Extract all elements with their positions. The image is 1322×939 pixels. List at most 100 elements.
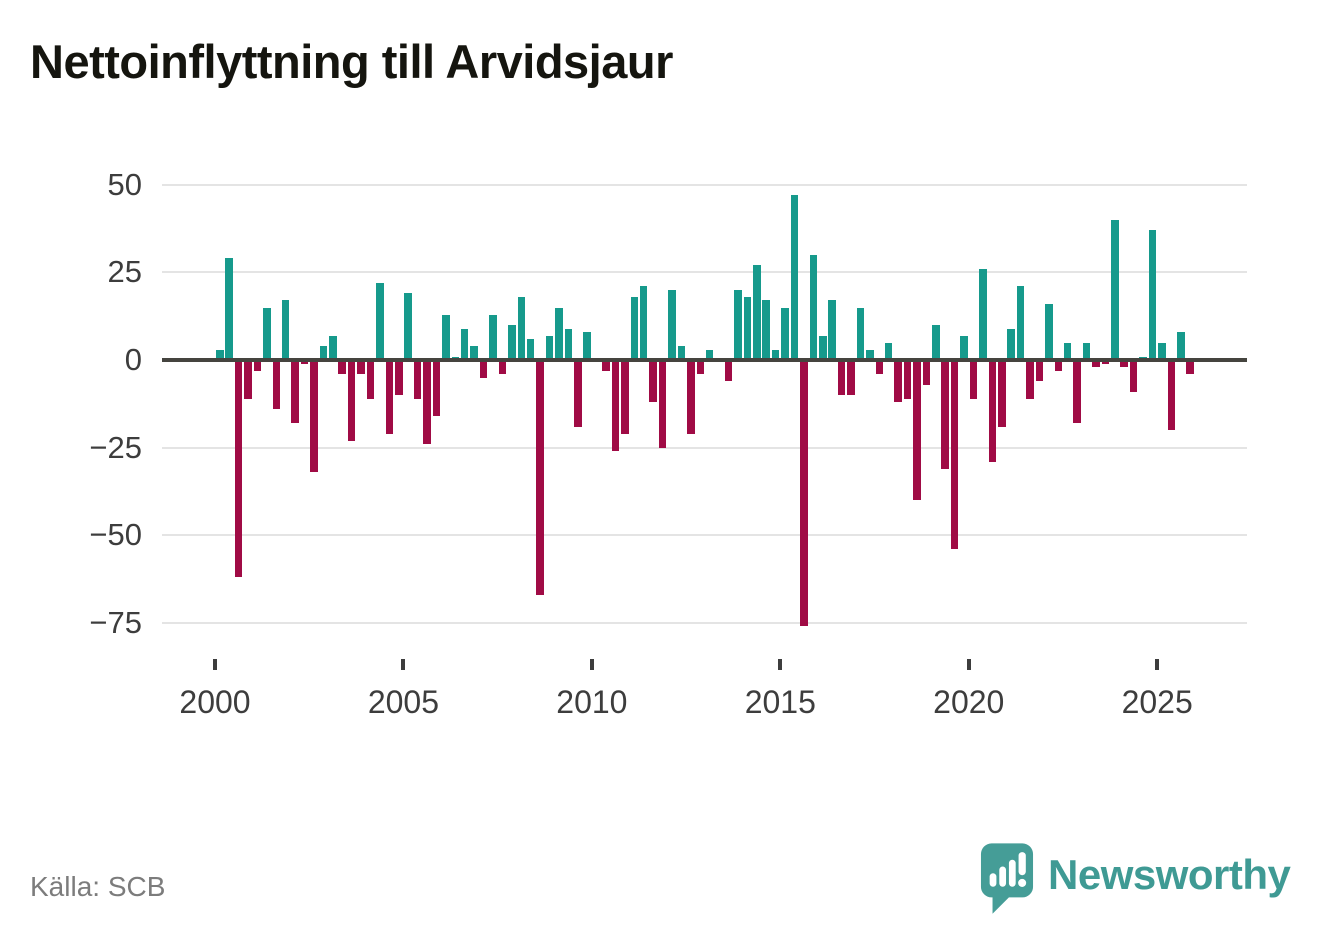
bar	[1167, 360, 1176, 431]
bar	[225, 258, 233, 360]
brand-name: Newsworthy	[1048, 851, 1291, 898]
bar	[1082, 342, 1091, 360]
bar	[470, 346, 478, 360]
bar	[1092, 360, 1100, 367]
y-axis-label: −50	[89, 517, 142, 553]
bar	[705, 349, 714, 360]
bar	[922, 360, 931, 385]
bar	[611, 360, 620, 452]
bar	[809, 254, 817, 360]
bar	[621, 360, 629, 434]
bar	[950, 360, 959, 550]
bar	[884, 342, 893, 360]
bar	[442, 314, 450, 360]
gridline	[162, 446, 1247, 449]
bar	[244, 360, 252, 399]
bar	[489, 314, 497, 360]
bar	[216, 349, 224, 360]
bar	[630, 296, 638, 360]
gridline	[162, 621, 1247, 624]
bar	[536, 360, 544, 595]
bar	[574, 360, 582, 427]
bar	[998, 360, 1006, 427]
bar	[960, 335, 968, 360]
bar	[979, 268, 987, 360]
bar	[310, 360, 318, 473]
bar	[404, 293, 412, 360]
bar	[545, 335, 554, 360]
bar	[875, 360, 883, 374]
x-axis-tick	[401, 659, 406, 670]
bar	[564, 328, 573, 360]
x-axis-label: 2010	[556, 684, 628, 720]
bar	[696, 360, 704, 374]
bar	[413, 360, 422, 399]
bar	[1158, 342, 1166, 360]
bar	[329, 335, 337, 360]
bar	[1073, 360, 1081, 424]
y-axis-label: 50	[107, 166, 142, 202]
bar	[1120, 360, 1128, 367]
x-axis-label: 2015	[744, 684, 816, 720]
bar	[1148, 230, 1157, 360]
bar	[281, 300, 290, 360]
newsworthy-logo-icon	[980, 842, 1034, 925]
bar	[319, 346, 328, 360]
bar	[376, 282, 384, 360]
bar	[517, 296, 525, 360]
bar	[602, 360, 610, 371]
bar	[969, 360, 978, 399]
bar	[687, 360, 695, 434]
bar	[526, 339, 535, 360]
bar	[856, 307, 865, 360]
bar	[734, 289, 742, 360]
bar	[338, 360, 346, 374]
bar	[941, 360, 949, 469]
gridline	[162, 271, 1247, 274]
bar	[395, 360, 403, 395]
bar	[234, 360, 243, 578]
bar	[894, 360, 902, 402]
x-axis-label: 2020	[933, 684, 1005, 720]
bar	[1177, 332, 1185, 360]
bar	[1026, 360, 1034, 399]
bar	[781, 307, 789, 360]
bar	[432, 360, 441, 417]
bar	[1129, 360, 1138, 392]
y-axis-label: 25	[107, 254, 142, 290]
source-caption: Källa: SCB	[30, 871, 166, 902]
bar	[724, 360, 733, 381]
bar	[828, 300, 836, 360]
bar	[1063, 342, 1072, 360]
bar	[479, 360, 488, 378]
x-axis-label: 2000	[179, 684, 251, 720]
brand-logo: Newsworthy	[980, 842, 1291, 925]
bar	[668, 289, 676, 360]
bar	[762, 300, 770, 360]
bar	[1111, 219, 1119, 360]
bar	[932, 325, 940, 360]
bar	[837, 360, 846, 395]
bar	[498, 360, 507, 374]
chart-title: Nettoinflyttning till Arvidsjaur	[30, 35, 673, 88]
zero-line	[162, 358, 1247, 362]
bar	[658, 360, 667, 448]
bar	[1035, 360, 1044, 381]
bar	[790, 195, 799, 360]
y-axis-label: −75	[89, 604, 142, 640]
x-axis-tick	[966, 659, 971, 670]
bar	[555, 307, 563, 360]
bar	[1016, 286, 1025, 360]
bar	[272, 360, 280, 409]
bar	[263, 307, 271, 360]
bar	[291, 360, 299, 424]
x-axis-label: 2025	[1121, 684, 1193, 720]
x-axis-tick	[589, 659, 594, 670]
bar	[988, 360, 996, 462]
bar	[771, 349, 780, 360]
bar	[460, 328, 469, 360]
y-axis-label: 0	[124, 342, 142, 377]
x-axis-tick	[1155, 659, 1160, 670]
x-axis-tick	[213, 659, 217, 670]
